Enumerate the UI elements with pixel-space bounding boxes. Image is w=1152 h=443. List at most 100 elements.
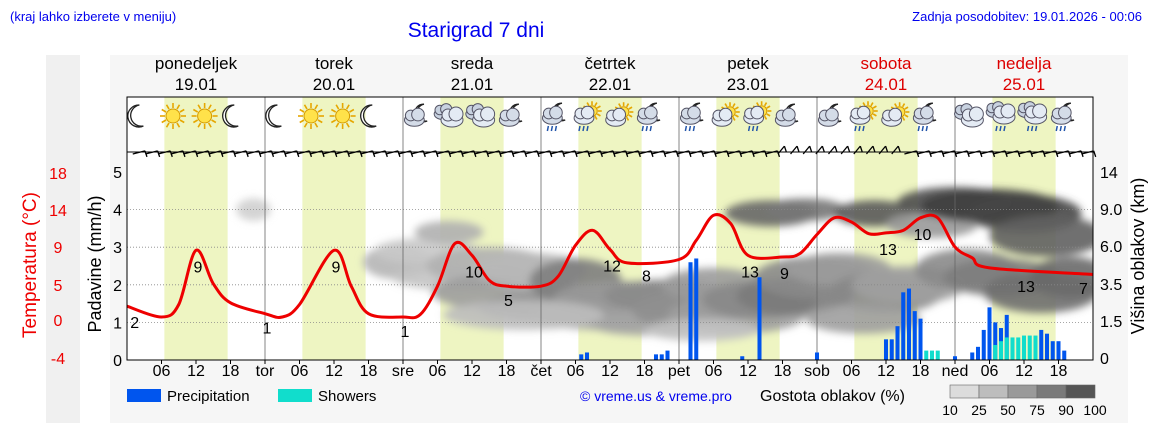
wind-barb-flag (809, 145, 813, 153)
sun-ray (211, 119, 217, 124)
density-swatch (1036, 384, 1067, 399)
x-tick: sob (804, 363, 830, 380)
x-tick: tor (256, 363, 275, 380)
rain-drop (921, 125, 924, 132)
cloud-height-tick: 3.5 (1100, 277, 1122, 294)
moon-shape (360, 104, 377, 128)
showers-bar (1033, 335, 1038, 360)
x-tick: 12 (877, 363, 895, 380)
sun-ray (317, 108, 323, 113)
precipitation-bar (659, 354, 664, 360)
sun-ray (628, 106, 633, 110)
showers-bar (1004, 337, 1009, 360)
rain-drop (858, 125, 861, 132)
x-tick: 12 (463, 363, 481, 380)
precipitation-bar (883, 339, 889, 360)
rain-drop (1059, 125, 1062, 132)
sun-ray (618, 103, 622, 108)
cloudy-icon (433, 103, 464, 128)
cloud-height-tick: 6.0 (1100, 239, 1122, 256)
sun-ray (763, 102, 768, 107)
temperature-label: 12 (603, 259, 621, 276)
sun-ray (345, 104, 350, 110)
cloud-puff (825, 107, 839, 122)
cloud-puff (687, 105, 701, 120)
cloud-height-tick: 1.5 (1100, 314, 1122, 331)
rain-drop (995, 125, 998, 132)
cloud-puff (448, 106, 464, 122)
temperature-line (126, 213, 1094, 320)
wind-barb (840, 145, 849, 155)
x-tick: 18 (1050, 363, 1068, 380)
rain-drop (917, 125, 920, 132)
sun-ray (197, 122, 202, 128)
temperature-label: 1 (401, 324, 410, 341)
sun-ray (349, 119, 355, 124)
cloud-puff (1000, 103, 1016, 119)
density-tick: 100 (1083, 402, 1107, 418)
day-date: 19.01 (175, 75, 218, 94)
precipitation-bar (584, 352, 590, 360)
x-tick: 18 (636, 363, 654, 380)
cloud-blob (414, 220, 484, 244)
sun-icon (160, 103, 186, 129)
wind-barb (865, 145, 874, 155)
sun-ray (165, 122, 170, 128)
sun-ray (901, 116, 906, 121)
sun-ray (165, 104, 170, 110)
precipitation-bar (1062, 350, 1067, 360)
day-name: četrtek (584, 54, 636, 73)
moon-shape (265, 104, 282, 128)
showers-bar (993, 344, 998, 360)
rain-drop (1034, 125, 1038, 132)
precipitation-bar (993, 322, 998, 360)
sun-ray (314, 104, 319, 110)
temperature-tick: 5 (54, 278, 63, 295)
rain-drop (1026, 125, 1030, 132)
cloud-moon-icon (403, 103, 428, 127)
legend-precipitation-swatch (127, 389, 161, 402)
day-date: 25.01 (1003, 75, 1046, 94)
day-name: sreda (451, 54, 494, 73)
x-tick: 06 (567, 363, 585, 380)
credit-link[interactable]: © vreme.us & vreme.pro (580, 388, 732, 404)
sun-ray (335, 122, 340, 128)
cloud-sun-rain-icon (573, 101, 602, 132)
wind-barb-flag (834, 145, 838, 153)
temperature-tick: 18 (49, 166, 67, 183)
menu-hint[interactable]: (kraj lahko izberete v meniju) (10, 9, 176, 24)
rain-drop (1030, 125, 1034, 132)
day-headers: ponedeljek 19.01 torek 20.01 sreda 21.01 četrt… (155, 54, 1052, 94)
sun-ray (734, 114, 739, 118)
moon-icon (265, 104, 282, 128)
showers-bar (998, 341, 1004, 360)
left-margin (46, 55, 80, 423)
precip-tick: 0 (113, 353, 122, 370)
temperature-label: 10 (465, 264, 483, 281)
showers-bar (929, 350, 935, 360)
day-name: sobota (860, 54, 912, 73)
moon-icon (222, 104, 239, 128)
cloud-moon-icon (498, 103, 523, 127)
cloud-sun-rain-icon (849, 101, 878, 132)
precipitation-bar (952, 356, 958, 360)
precipitation-bar (653, 354, 659, 360)
sun-ray (862, 102, 866, 107)
cloud-moon-rain-icon (679, 102, 704, 132)
wind-barb-flag (859, 145, 863, 153)
x-tick: 12 (739, 363, 757, 380)
temperature-label: 13 (741, 264, 759, 281)
temperature-label: 8 (642, 269, 651, 286)
density-swatch (1065, 384, 1096, 399)
temperature-tick: 9 (54, 240, 63, 257)
rain-drop (1003, 125, 1006, 132)
day-name: petek (727, 54, 769, 73)
density-swatch (1007, 384, 1038, 399)
cloud-height-axis-title: Višina oblakov (km) (1128, 178, 1148, 335)
sun-disc (165, 108, 181, 124)
precip-tick: 2 (113, 278, 122, 295)
day-date: 22.01 (589, 75, 632, 94)
sun-ray (894, 103, 898, 108)
